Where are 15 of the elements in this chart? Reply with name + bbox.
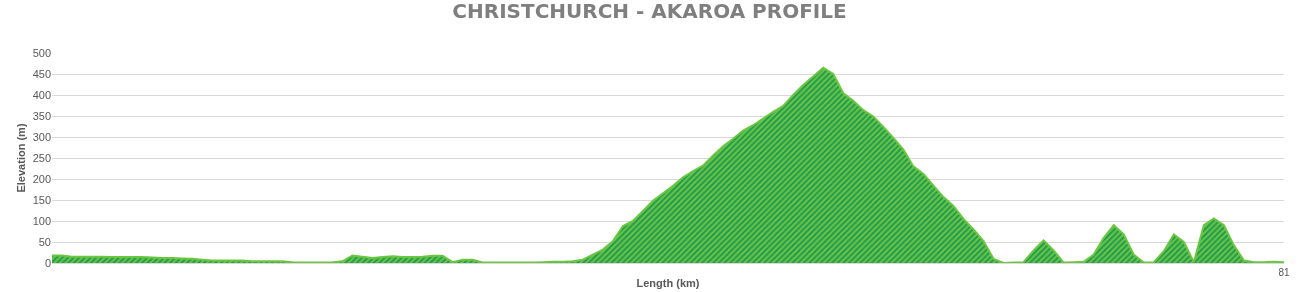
- y-tick-label: 50: [38, 235, 51, 248]
- y-tick-label: 500: [32, 46, 51, 59]
- x-tick-label: 81: [1278, 267, 1290, 278]
- chart-title: CHRISTCHURCH - AKAROA PROFILE: [452, 0, 847, 24]
- y-tick-label: 450: [32, 67, 51, 80]
- y-tick-label: 200: [32, 172, 51, 185]
- y-axis-title: Elevation (m): [15, 123, 28, 193]
- y-tick-label: 250: [32, 151, 51, 164]
- y-tick-label: 0: [44, 256, 51, 269]
- y-tick-label: 400: [32, 88, 51, 101]
- y-tick-label: 150: [32, 193, 51, 206]
- y-tick-label: 300: [32, 130, 51, 143]
- x-axis-title: Length (km): [636, 277, 700, 290]
- y-tick-label: 350: [32, 109, 51, 122]
- y-tick-label: 100: [32, 214, 51, 227]
